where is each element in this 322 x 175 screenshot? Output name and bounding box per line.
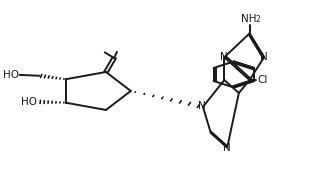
Text: NH: NH bbox=[241, 13, 256, 23]
Text: N: N bbox=[260, 52, 268, 62]
Text: N: N bbox=[221, 52, 228, 62]
Text: N: N bbox=[197, 101, 205, 111]
Text: HO: HO bbox=[21, 97, 37, 107]
Text: Cl: Cl bbox=[258, 75, 268, 85]
Text: N: N bbox=[223, 142, 231, 153]
Text: 2: 2 bbox=[255, 15, 260, 24]
Text: HO: HO bbox=[3, 70, 19, 80]
